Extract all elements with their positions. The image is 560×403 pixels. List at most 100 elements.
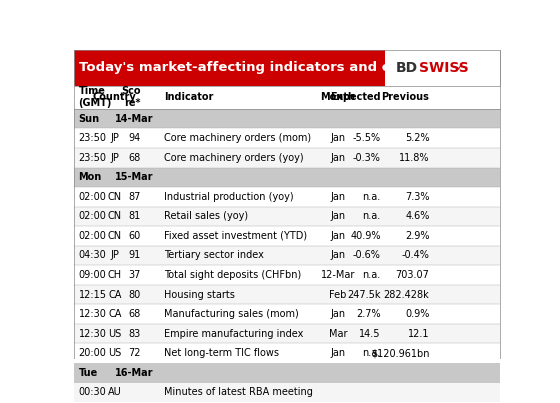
Text: Industrial production (yoy): Industrial production (yoy) [164,192,293,202]
Text: 02:00: 02:00 [78,192,106,202]
Text: Housing starts: Housing starts [164,290,235,299]
Text: Core machinery orders (mom): Core machinery orders (mom) [164,133,311,143]
Text: Empire manufacturing index: Empire manufacturing index [164,329,303,339]
Text: Total sight deposits (CHFbn): Total sight deposits (CHFbn) [164,270,301,280]
Text: Mar: Mar [329,329,347,339]
Text: 11.8%: 11.8% [399,153,430,163]
Text: Country: Country [93,92,137,102]
Text: CA: CA [108,309,122,319]
Text: 12:30: 12:30 [78,309,106,319]
Text: -0.3%: -0.3% [353,153,381,163]
Text: Retail sales (yoy): Retail sales (yoy) [164,212,248,221]
Text: $120.961bn: $120.961bn [371,348,430,358]
Text: 60: 60 [128,231,140,241]
Text: Time
(GMT): Time (GMT) [78,86,112,108]
Text: Jan: Jan [330,192,346,202]
Text: Today's market-affecting indicators and events: Today's market-affecting indicators and … [78,61,432,74]
Text: 12-Mar: 12-Mar [321,270,355,280]
Text: JP: JP [110,153,119,163]
Text: 40.9%: 40.9% [350,231,381,241]
Text: 16-Mar: 16-Mar [115,368,153,378]
Bar [74,246,500,265]
Text: 09:00: 09:00 [78,270,106,280]
Text: CN: CN [108,192,122,202]
Text: 72: 72 [128,348,140,358]
Text: 5.2%: 5.2% [405,133,430,143]
Text: Manufacturing sales (mom): Manufacturing sales (mom) [164,309,298,319]
Text: 2.9%: 2.9% [405,231,430,241]
Text: Core machinery orders (yoy): Core machinery orders (yoy) [164,153,304,163]
Text: -0.6%: -0.6% [353,251,381,260]
Text: SWISS: SWISS [419,61,469,75]
Text: BD: BD [395,61,418,75]
Text: Jan: Jan [330,133,346,143]
Text: Sun: Sun [78,114,100,124]
Text: 94: 94 [128,133,140,143]
Text: 15-Mar: 15-Mar [115,172,153,182]
Text: Expected: Expected [330,92,381,102]
Text: 80: 80 [128,290,140,299]
Text: Net long-term TIC flows: Net long-term TIC flows [164,348,279,358]
Text: 00:30: 00:30 [78,387,106,397]
Text: Previous: Previous [381,92,430,102]
Text: Jan: Jan [330,348,346,358]
Bar [74,168,500,187]
Text: Month: Month [321,92,356,102]
Bar [74,129,500,148]
Bar [74,187,500,207]
Bar [74,324,500,343]
Text: 02:00: 02:00 [78,212,106,221]
Bar [74,148,500,168]
Bar [74,207,500,226]
Bar [74,50,500,85]
Text: Indicator: Indicator [164,92,213,102]
Bar [74,343,500,363]
Text: Feb: Feb [329,290,347,299]
Text: Jan: Jan [330,231,346,241]
Bar [74,285,500,304]
Text: 83: 83 [128,329,140,339]
Text: Jan: Jan [330,212,346,221]
Text: 68: 68 [128,153,140,163]
Text: CH: CH [108,270,122,280]
Text: n.a.: n.a. [362,348,381,358]
Bar [74,265,500,285]
Text: 12:15: 12:15 [78,290,106,299]
Bar [385,50,500,85]
Text: Tue: Tue [78,368,98,378]
Bar [74,304,500,324]
Bar [74,363,500,382]
Text: JP: JP [110,251,119,260]
Text: Sco
re*: Sco re* [121,86,140,108]
Text: 0.9%: 0.9% [405,309,430,319]
Text: 04:30: 04:30 [78,251,106,260]
Text: 23:50: 23:50 [78,133,106,143]
Text: CN: CN [108,231,122,241]
Text: 91: 91 [128,251,140,260]
Text: 20:00: 20:00 [78,348,106,358]
Text: 37: 37 [128,270,140,280]
Text: Minutes of latest RBA meeting: Minutes of latest RBA meeting [164,387,312,397]
Text: 247.5k: 247.5k [347,290,381,299]
Text: CA: CA [108,290,122,299]
Text: 14-Mar: 14-Mar [115,114,153,124]
Text: AU: AU [108,387,122,397]
Bar [74,50,385,85]
Text: 81: 81 [128,212,140,221]
Bar [74,226,500,246]
Text: 282.428k: 282.428k [384,290,430,299]
Text: 12.1: 12.1 [408,329,430,339]
Text: 4.6%: 4.6% [405,212,430,221]
Bar [74,382,500,402]
Text: n.a.: n.a. [362,270,381,280]
Text: US: US [108,348,122,358]
Text: 02:00: 02:00 [78,231,106,241]
Text: 703.07: 703.07 [395,270,430,280]
Text: -0.4%: -0.4% [402,251,430,260]
Text: -5.5%: -5.5% [352,133,381,143]
Text: 68: 68 [128,309,140,319]
Text: 7.3%: 7.3% [405,192,430,202]
Text: ✓: ✓ [454,61,465,74]
Text: 12:30: 12:30 [78,329,106,339]
Text: n.a.: n.a. [362,212,381,221]
